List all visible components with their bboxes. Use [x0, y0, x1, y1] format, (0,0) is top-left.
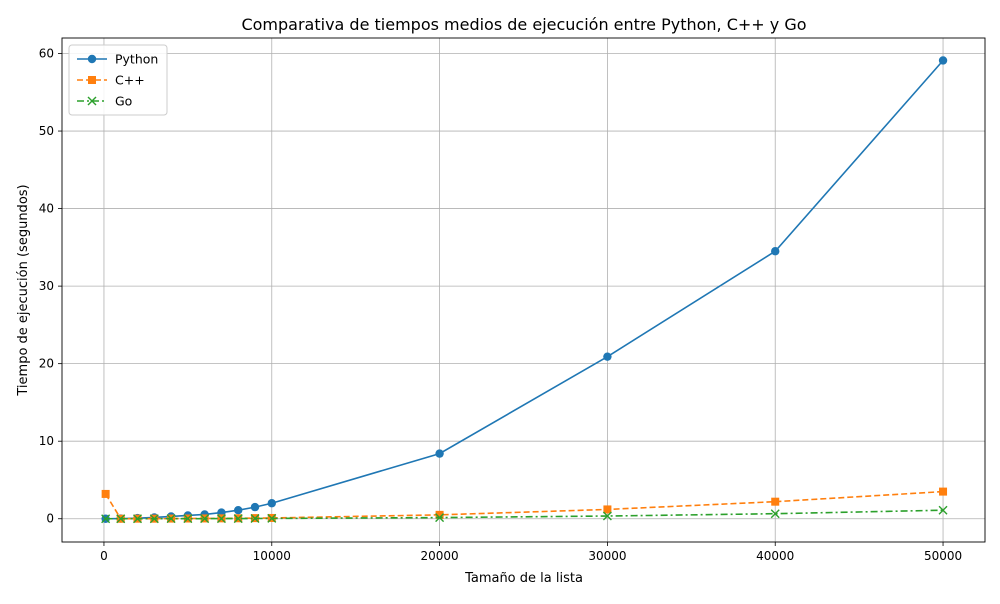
x-marker-stroke: [435, 513, 445, 523]
data-point-go: [267, 513, 277, 523]
x-tick-label: 10000: [253, 549, 291, 563]
series-line-c: [104, 490, 944, 520]
data-point-go: [183, 514, 193, 524]
x-marker-stroke: [267, 513, 277, 523]
data-point-go: [116, 514, 126, 524]
legend-label: Go: [115, 94, 132, 109]
x-marker-stroke: [216, 514, 226, 524]
data-point-python: [234, 506, 243, 515]
data-point-python: [938, 56, 948, 65]
data-point-go: [250, 514, 260, 524]
data-point-go: [133, 514, 143, 524]
axis-ticks: 0 10000 20000 30000 40000 50000 0 10 20 30 40 50 60: [39, 47, 962, 563]
data-point-python: [435, 449, 444, 458]
y-tick-label: 20: [39, 357, 54, 371]
data-point-go: [200, 514, 210, 524]
data-point-c: [101, 489, 110, 498]
x-tick-label: 20000: [420, 549, 458, 563]
legend-marker: [88, 76, 96, 84]
data-point-c: [771, 497, 780, 506]
plot-frame: [61, 37, 986, 543]
data-point-python: [250, 502, 260, 512]
data-point-go: [770, 509, 780, 519]
series-line-python: [105, 59, 944, 520]
legend-entry-python: Python: [77, 52, 158, 67]
data-point-python: [267, 499, 276, 508]
x-axis-label: Tamaño de la lista: [464, 571, 583, 586]
data-point-c: [603, 505, 612, 514]
x-tick-label: 0: [100, 549, 108, 563]
x-marker-stroke: [602, 511, 612, 521]
grid-lines: [62, 38, 985, 542]
y-axis-label: Tiempo de ejecución (segundos): [16, 184, 31, 396]
x-marker-stroke: [233, 514, 243, 524]
y-tick-label: 50: [39, 124, 54, 138]
series-layer: [101, 56, 948, 524]
x-marker-stroke: [116, 514, 126, 524]
x-marker-stroke: [133, 514, 143, 524]
data-point-go: [602, 511, 612, 521]
legend-entry-c: C++: [77, 73, 145, 88]
x-tick-label: 40000: [756, 549, 794, 563]
y-tick-label: 10: [39, 434, 54, 448]
x-marker-stroke: [250, 514, 260, 524]
y-tick-label: 60: [39, 47, 54, 61]
x-marker-stroke: [149, 514, 159, 524]
y-tick-label: 0: [46, 512, 54, 526]
data-point-c: [435, 510, 444, 519]
data-point-c: [939, 487, 948, 496]
y-tick-label: 30: [39, 279, 54, 293]
series-python: [101, 56, 948, 523]
legend-label: Python: [115, 52, 158, 67]
legend-entry-go: Go: [77, 94, 132, 109]
x-marker-stroke: [166, 514, 176, 524]
data-point-go: [938, 505, 948, 515]
x-marker-stroke: [101, 514, 111, 524]
data-point-go: [166, 514, 176, 524]
series-go: [101, 505, 948, 524]
legend-marker: [87, 54, 97, 64]
data-point-go: [101, 514, 111, 524]
x-tick-label: 50000: [924, 549, 962, 563]
x-marker-stroke: [770, 509, 780, 519]
data-point-go: [233, 514, 243, 524]
x-marker-stroke: [87, 96, 97, 106]
series-c: [101, 487, 948, 523]
data-point-go: [149, 514, 159, 524]
legend: Python C++ Go: [68, 44, 168, 116]
legend-label: C++: [115, 73, 145, 88]
legend-marker: [87, 96, 97, 106]
data-point-go: [435, 513, 445, 523]
data-point-python: [603, 352, 612, 361]
x-marker-stroke: [200, 514, 210, 524]
x-marker-stroke: [183, 514, 193, 524]
y-tick-label: 40: [39, 202, 54, 216]
x-tick-label: 30000: [588, 549, 626, 563]
chart-title: Comparativa de tiempos medios de ejecuci…: [241, 15, 806, 34]
data-point-python: [771, 247, 780, 256]
x-marker-stroke: [938, 505, 948, 515]
data-point-go: [216, 514, 226, 524]
